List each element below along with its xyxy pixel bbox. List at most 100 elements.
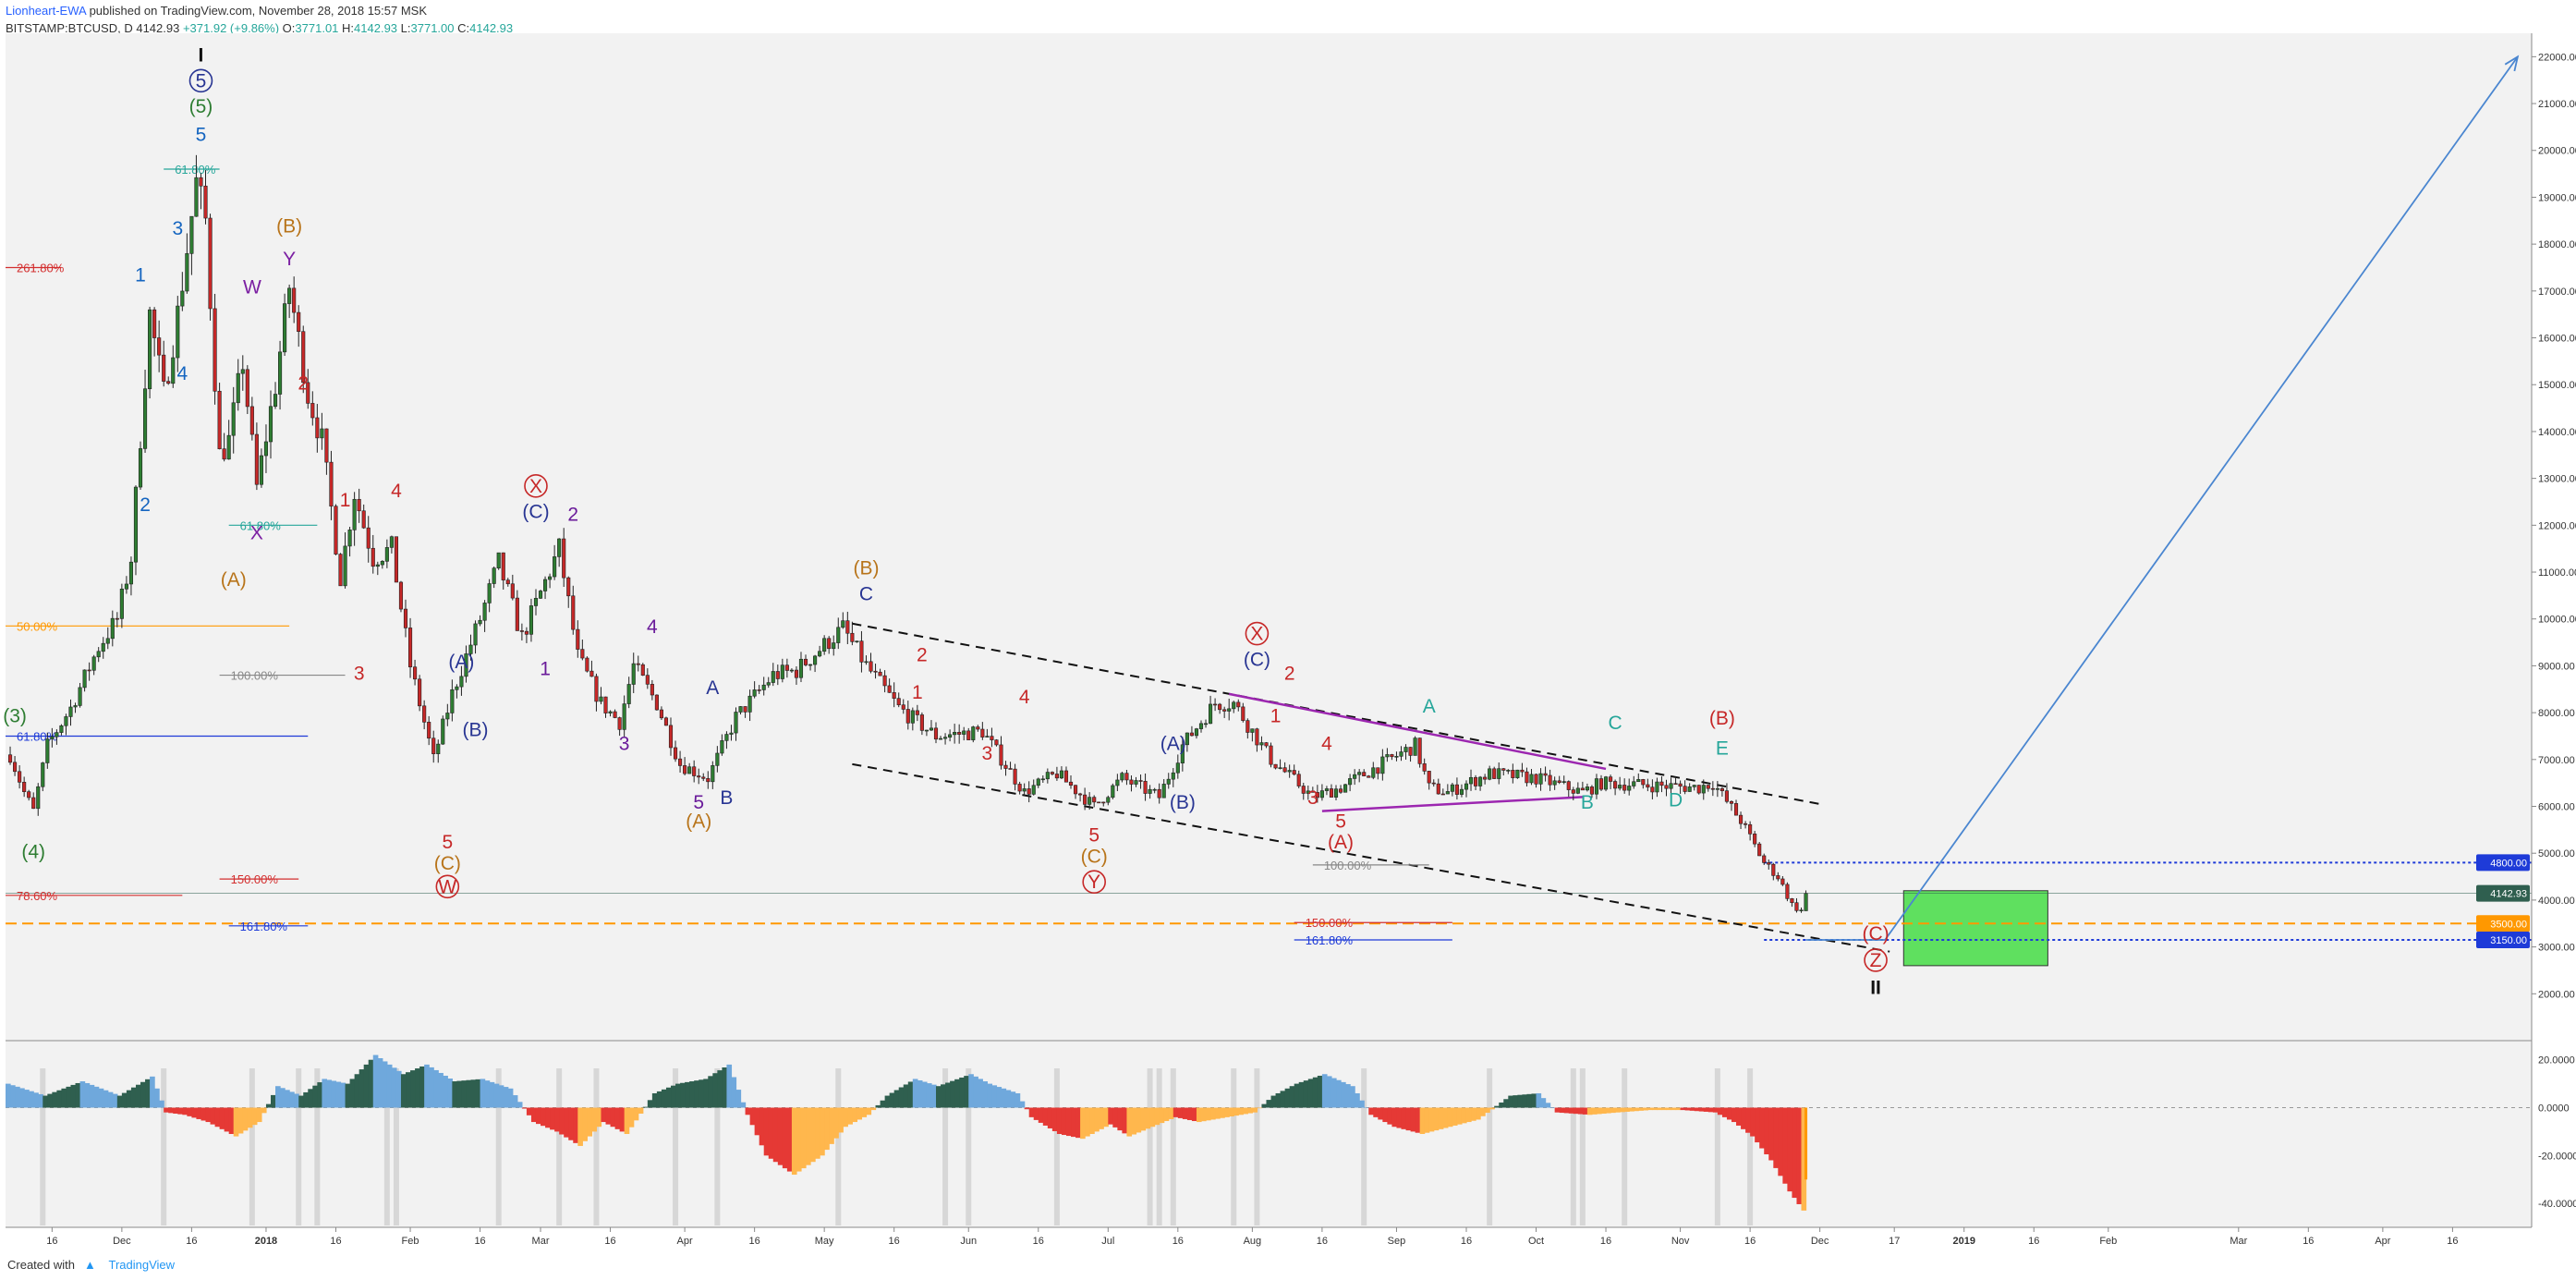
candle[interactable]	[692, 766, 697, 776]
candle[interactable]	[450, 689, 455, 713]
candle[interactable]	[1715, 787, 1719, 790]
author-link[interactable]: Lionheart-EWA	[6, 4, 86, 18]
candle[interactable]	[808, 664, 813, 666]
candle[interactable]	[496, 552, 501, 569]
candle[interactable]	[306, 382, 310, 404]
candle[interactable]	[27, 791, 31, 798]
candle[interactable]	[1111, 785, 1115, 798]
candle[interactable]	[1580, 787, 1585, 791]
candle[interactable]	[1301, 786, 1306, 794]
candle[interactable]	[1348, 778, 1353, 786]
candle[interactable]	[1473, 776, 1478, 786]
candle[interactable]	[1683, 786, 1687, 792]
candle[interactable]	[1706, 785, 1710, 789]
candle[interactable]	[622, 703, 626, 730]
candle[interactable]	[743, 706, 747, 713]
candle[interactable]	[864, 661, 869, 664]
candle[interactable]	[487, 583, 492, 603]
candle[interactable]	[292, 287, 297, 313]
candle[interactable]	[1222, 709, 1227, 712]
candle[interactable]	[533, 598, 539, 606]
candle[interactable]	[254, 433, 259, 485]
candle[interactable]	[1603, 776, 1609, 790]
candle[interactable]	[761, 684, 766, 690]
candle[interactable]	[1315, 792, 1319, 798]
candle[interactable]	[1194, 728, 1199, 737]
candle[interactable]	[1585, 786, 1589, 791]
candle[interactable]	[249, 406, 254, 435]
candle[interactable]	[859, 640, 864, 663]
candle[interactable]	[557, 538, 562, 557]
candle[interactable]	[185, 253, 189, 292]
candle[interactable]	[31, 797, 36, 810]
candle[interactable]	[571, 595, 576, 630]
candle[interactable]	[1669, 783, 1673, 789]
candle[interactable]	[213, 308, 217, 392]
candle[interactable]	[1166, 778, 1171, 785]
candle[interactable]	[87, 669, 91, 672]
candle[interactable]	[1088, 797, 1092, 805]
candle[interactable]	[315, 417, 320, 439]
candle[interactable]	[505, 579, 510, 585]
candle[interactable]	[576, 628, 580, 650]
candle[interactable]	[1757, 843, 1762, 857]
candle[interactable]	[1273, 763, 1278, 769]
candle[interactable]	[231, 402, 236, 436]
candle[interactable]	[803, 658, 808, 665]
candle[interactable]	[933, 727, 939, 740]
candle[interactable]	[966, 730, 971, 740]
candle[interactable]	[1636, 779, 1641, 783]
candle[interactable]	[789, 669, 794, 672]
candle[interactable]	[929, 727, 934, 731]
candle[interactable]	[1027, 788, 1031, 795]
candle[interactable]	[482, 603, 487, 621]
candle[interactable]	[515, 597, 519, 631]
candle[interactable]	[1450, 784, 1454, 792]
candle[interactable]	[919, 714, 924, 731]
candle[interactable]	[976, 726, 980, 730]
candle[interactable]	[822, 638, 827, 652]
candle[interactable]	[194, 177, 199, 217]
candle[interactable]	[1673, 783, 1678, 786]
candle[interactable]	[324, 428, 329, 463]
candle[interactable]	[1185, 732, 1189, 746]
candle[interactable]	[445, 713, 450, 720]
candle[interactable]	[766, 682, 771, 686]
candle[interactable]	[1250, 728, 1255, 733]
candle[interactable]	[1632, 781, 1636, 786]
price-pane[interactable]: 261.80%61.80%61.80%50.00%100.00%61.80%78…	[3, 44, 2532, 998]
candle[interactable]	[1357, 772, 1362, 775]
candle[interactable]	[413, 666, 418, 680]
candle[interactable]	[1767, 862, 1771, 865]
candle[interactable]	[380, 561, 384, 566]
candle[interactable]	[1138, 780, 1143, 782]
candle[interactable]	[1552, 780, 1557, 786]
candle[interactable]	[738, 706, 743, 713]
candle[interactable]	[780, 664, 784, 679]
candle[interactable]	[1776, 875, 1780, 880]
candle[interactable]	[375, 564, 380, 567]
candle[interactable]	[1744, 823, 1748, 825]
candle[interactable]	[953, 732, 957, 736]
candle[interactable]	[1719, 787, 1724, 791]
candle[interactable]	[1232, 701, 1236, 710]
candle[interactable]	[1511, 770, 1515, 778]
candle[interactable]	[1692, 785, 1696, 787]
candle[interactable]	[1664, 785, 1669, 789]
candle[interactable]	[650, 684, 654, 696]
candle[interactable]	[948, 734, 953, 738]
candle[interactable]	[538, 591, 543, 599]
candle[interactable]	[1362, 772, 1367, 776]
candle[interactable]	[1045, 772, 1050, 780]
candle[interactable]	[873, 670, 878, 673]
candle[interactable]	[1454, 784, 1459, 795]
candle[interactable]	[1269, 745, 1273, 765]
candle[interactable]	[850, 632, 855, 642]
candle[interactable]	[436, 743, 441, 754]
candle[interactable]	[398, 581, 404, 610]
candle[interactable]	[1492, 768, 1497, 779]
candle[interactable]	[82, 669, 87, 689]
candle[interactable]	[263, 441, 269, 457]
candle[interactable]	[1175, 762, 1180, 774]
candle[interactable]	[1696, 785, 1701, 794]
